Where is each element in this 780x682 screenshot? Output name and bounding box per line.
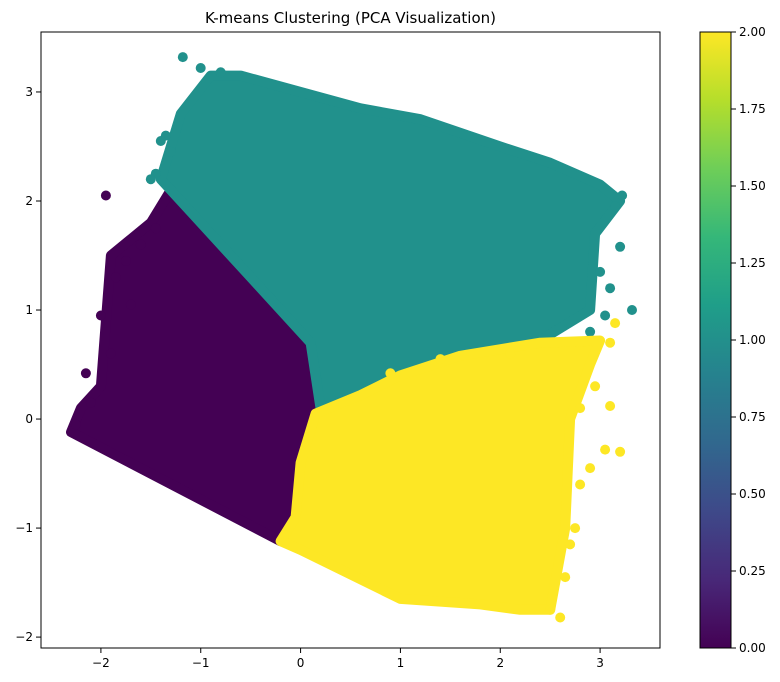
cluster-1-point (585, 326, 596, 337)
cluster-2-point (600, 444, 611, 455)
cluster-1 (145, 52, 637, 419)
cluster-0-point (135, 239, 146, 250)
cluster-2-point (605, 337, 616, 348)
cluster-2-point (545, 604, 556, 615)
cluster-0-point (120, 256, 131, 266)
cluster-1-point (627, 305, 637, 315)
x-tick-label: 2 (496, 656, 504, 670)
cluster-1-point (145, 174, 156, 185)
colorbar-tick-label: 1.75 (739, 102, 766, 116)
cluster-0-point (95, 310, 106, 321)
y-tick-label: 2 (25, 194, 33, 208)
cluster-1-point (177, 52, 188, 63)
x-tick-label: −2 (92, 656, 110, 670)
colorbar-tick-label: 1.50 (739, 179, 766, 193)
colorbar-tick-label: 0.00 (739, 641, 766, 655)
cluster-2-region (275, 335, 606, 615)
cluster-1-point (617, 190, 628, 201)
cluster-2-point (385, 368, 396, 379)
x-tick-label: 0 (297, 656, 305, 670)
cluster-2 (275, 318, 626, 623)
scatter-plot-area (66, 52, 637, 623)
cluster-1-point (155, 136, 166, 146)
cluster-0-point (85, 397, 96, 408)
cluster-0-point (80, 368, 91, 379)
colorbar-tick-label: 2.00 (739, 25, 766, 39)
colorbar-gradient (700, 32, 731, 648)
cluster-2-point (555, 612, 566, 623)
cluster-0-point (110, 272, 121, 283)
cluster-1-point (195, 63, 206, 73)
colorbar-tick-label: 1.00 (739, 333, 766, 347)
cluster-1-point (615, 241, 626, 252)
cluster-2-point (605, 401, 616, 411)
cluster-0-point (100, 190, 111, 201)
cluster-2-point (435, 354, 446, 365)
cluster-2-point (585, 463, 596, 474)
cluster-2-point (560, 572, 571, 583)
x-tick-label: 1 (397, 656, 405, 670)
plot-frame (40, 31, 661, 649)
cluster-2-point (570, 523, 581, 534)
colorbar-tick-label: 0.25 (739, 564, 766, 578)
x-tick-label: 3 (596, 656, 604, 670)
cluster-2-point (505, 348, 516, 359)
cluster-1-point (610, 201, 621, 212)
cluster-1-region (155, 70, 626, 414)
cluster-1-point (600, 310, 611, 321)
cluster-0-point (105, 348, 116, 359)
chart-title: K-means Clustering (PCA Visualization) (205, 9, 496, 27)
x-axis: −2 −1 0 1 2 3 (92, 648, 604, 670)
y-tick-label: 0 (25, 412, 33, 426)
cluster-2-point (610, 318, 621, 329)
colorbar-tick-label: 1.25 (739, 256, 766, 270)
y-tick-label: 1 (25, 303, 33, 317)
y-tick-label: 3 (25, 85, 33, 99)
cluster-1-point (595, 266, 606, 277)
cluster-1-point (215, 67, 226, 78)
cluster-2-point (590, 381, 601, 392)
cluster-0-point (150, 223, 161, 234)
cluster-2-point (565, 539, 576, 550)
x-tick-label: −1 (192, 656, 210, 670)
cluster-1-point (605, 283, 616, 294)
colorbar-tick-label: 0.50 (739, 487, 766, 501)
y-tick-label: −2 (15, 630, 33, 644)
cluster-2-point (615, 446, 626, 457)
y-tick-label: −1 (15, 521, 33, 535)
cluster-1-point (165, 146, 176, 157)
cluster-2-point (575, 403, 586, 414)
cluster-0-point (125, 299, 136, 310)
y-axis: −2 −1 0 1 2 3 (15, 85, 41, 644)
colorbar-tick-label: 0.75 (739, 410, 766, 424)
colorbar: 0.00 0.25 0.50 0.75 1.00 1.25 1.50 1.75 2.00 (699, 25, 766, 655)
cluster-0-point (70, 419, 81, 430)
cluster-2-point (575, 479, 586, 490)
